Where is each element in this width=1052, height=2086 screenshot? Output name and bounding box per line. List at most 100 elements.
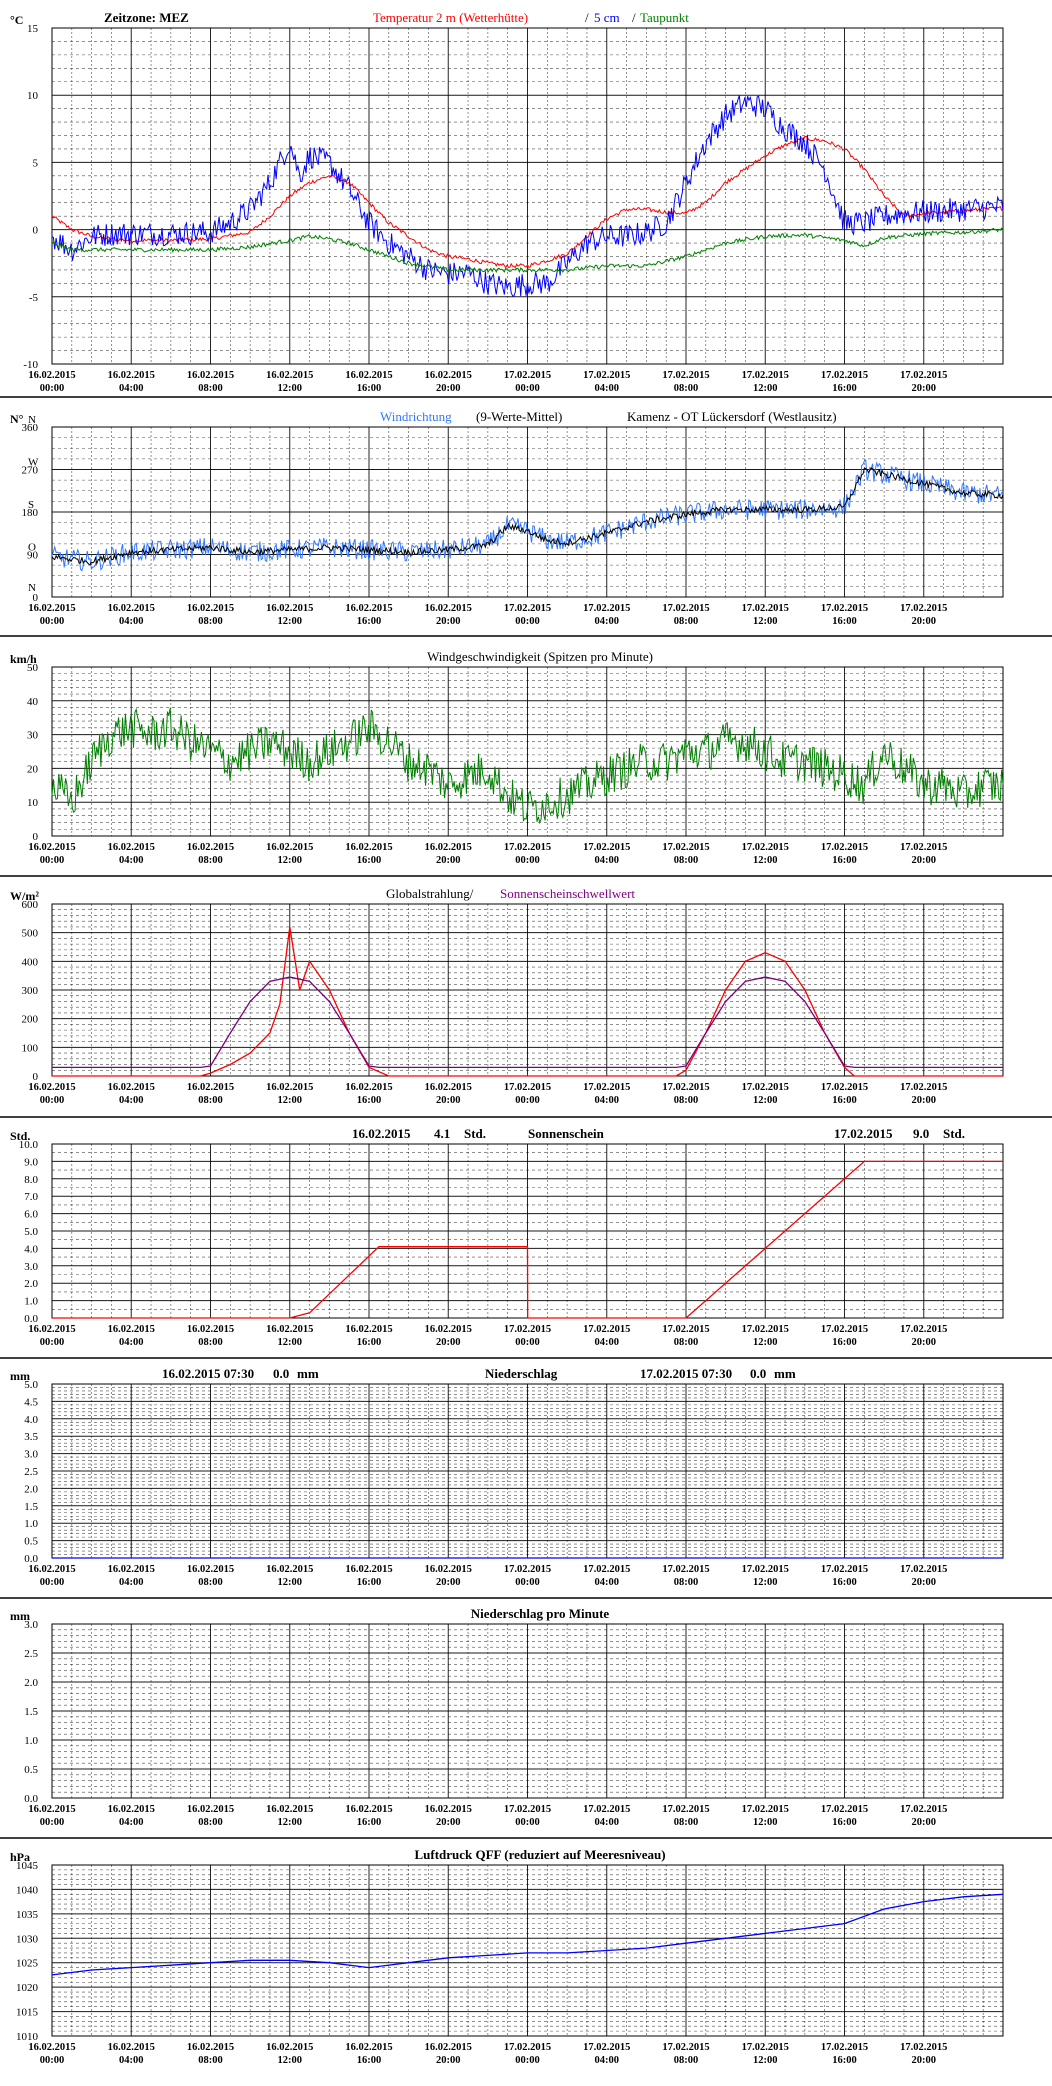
x-tick-time: 12:00 <box>278 1337 303 1348</box>
x-tick-time: 00:00 <box>40 1095 65 1106</box>
x-tick-time: 20:00 <box>436 1095 461 1106</box>
x-tick-date: 17.02.2015 <box>900 603 947 614</box>
x-tick-time: 04:00 <box>595 1577 620 1588</box>
panel-title: Windgeschwindigkeit (Spitzen pro Minute) <box>427 649 653 664</box>
x-tick-date: 17.02.2015 <box>504 370 551 381</box>
x-tick-time: 04:00 <box>595 2055 620 2066</box>
series-line-wind_direction-1 <box>51 467 1004 566</box>
series-line-temperature-0 <box>51 135 1004 269</box>
panel-title: Sonnenscheinschwellwert <box>500 886 635 901</box>
x-tick-time: 12:00 <box>278 855 303 866</box>
y-tick-label: 10 <box>27 797 39 809</box>
series-line-radiation-0 <box>52 926 1003 1077</box>
x-tick-date: 16.02.2015 <box>108 370 155 381</box>
panel-title: 5 cm <box>594 10 620 25</box>
y-tick-label: 1.5 <box>24 1501 38 1513</box>
x-tick-time: 08:00 <box>198 855 223 866</box>
x-tick-date: 17.02.2015 <box>583 1082 630 1093</box>
x-tick-date: 17.02.2015 <box>504 1564 551 1575</box>
panel-title: 16.02.2015 07:30 <box>162 1366 254 1381</box>
x-tick-date: 17.02.2015 <box>504 2042 551 2053</box>
y-tick-label: 3.5 <box>24 1431 38 1443</box>
unit-label: hPa <box>10 1850 30 1864</box>
x-tick-time: 08:00 <box>198 616 223 627</box>
panel-title: Globalstrahlung/ <box>386 886 474 901</box>
x-tick-date: 16.02.2015 <box>266 1324 313 1335</box>
y-tick-label: 4.0 <box>24 1414 38 1426</box>
x-tick-date: 16.02.2015 <box>187 1804 234 1815</box>
y-tick-label: 4.0 <box>24 1243 38 1255</box>
compass-label: S <box>28 499 34 511</box>
y-tick-label: 360 <box>22 422 39 434</box>
x-tick-date: 17.02.2015 <box>583 1804 630 1815</box>
x-tick-date: 16.02.2015 <box>345 2042 392 2053</box>
x-tick-date: 17.02.2015 <box>662 842 709 853</box>
y-tick-label: 0 <box>33 592 39 604</box>
x-tick-time: 08:00 <box>674 1577 699 1588</box>
x-tick-time: 16:00 <box>832 2055 857 2066</box>
x-tick-date: 16.02.2015 <box>187 1082 234 1093</box>
x-tick-date: 16.02.2015 <box>187 603 234 614</box>
unit-label: km/h <box>10 652 37 666</box>
x-tick-date: 16.02.2015 <box>28 842 75 853</box>
x-tick-time: 16:00 <box>832 616 857 627</box>
x-tick-date: 16.02.2015 <box>425 1082 472 1093</box>
y-tick-label: 2.5 <box>24 1648 38 1660</box>
unit-label: °C <box>10 13 23 27</box>
series-line-temperature-2 <box>51 227 1004 274</box>
x-tick-time: 04:00 <box>119 1095 144 1106</box>
x-tick-date: 16.02.2015 <box>28 1082 75 1093</box>
unit-label: W/m² <box>10 889 39 903</box>
y-tick-label: 10 <box>27 90 39 102</box>
x-tick-time: 12:00 <box>753 383 778 394</box>
x-tick-time: 00:00 <box>40 855 65 866</box>
x-tick-date: 17.02.2015 <box>742 1804 789 1815</box>
x-tick-time: 12:00 <box>753 1095 778 1106</box>
x-tick-time: 20:00 <box>912 1337 937 1348</box>
y-tick-label: 1035 <box>16 1909 39 1921</box>
x-tick-date: 16.02.2015 <box>425 603 472 614</box>
x-tick-time: 20:00 <box>912 1817 937 1828</box>
panel-title: Std. <box>943 1126 965 1141</box>
x-tick-date: 16.02.2015 <box>345 1564 392 1575</box>
x-tick-date: 16.02.2015 <box>266 1564 313 1575</box>
panel-title: Luftdruck QFF (reduziert auf Meeresnivea… <box>414 1847 665 1862</box>
x-tick-date: 17.02.2015 <box>900 842 947 853</box>
x-tick-time: 00:00 <box>515 2055 540 2066</box>
x-tick-time: 04:00 <box>119 616 144 627</box>
unit-label: N° <box>10 412 24 426</box>
x-tick-date: 16.02.2015 <box>108 842 155 853</box>
x-tick-time: 12:00 <box>753 855 778 866</box>
x-tick-date: 16.02.2015 <box>187 370 234 381</box>
x-tick-time: 00:00 <box>515 1337 540 1348</box>
panel-title: 0.0 <box>273 1366 289 1381</box>
y-tick-label: 300 <box>22 985 39 997</box>
y-tick-label: 15 <box>27 23 39 35</box>
panel-title: (9-Werte-Mittel) <box>476 409 562 424</box>
panel-title: Niederschlag pro Minute <box>471 1606 610 1621</box>
x-tick-time: 04:00 <box>119 1337 144 1348</box>
x-tick-date: 17.02.2015 <box>662 1324 709 1335</box>
y-tick-label: 270 <box>22 465 39 477</box>
y-tick-label: 1015 <box>16 2007 39 2019</box>
x-tick-date: 17.02.2015 <box>742 603 789 614</box>
y-tick-label: 5 <box>33 157 39 169</box>
panel-precipitation: 5.0 4.5 4.0 3.5 3.0 2.5 2.0 1.5 1.0 0.5 0.0 mm 16.02… <box>0 1357 1052 1588</box>
y-tick-label: 5.0 <box>24 1226 38 1238</box>
x-tick-time: 12:00 <box>753 1337 778 1348</box>
x-tick-time: 08:00 <box>674 1817 699 1828</box>
x-tick-time: 04:00 <box>119 2055 144 2066</box>
x-tick-date: 17.02.2015 <box>583 1324 630 1335</box>
x-tick-time: 08:00 <box>674 2055 699 2066</box>
series-line-sunshine-0 <box>52 1160 1003 1319</box>
x-tick-date: 17.02.2015 <box>662 370 709 381</box>
x-tick-time: 00:00 <box>40 616 65 627</box>
x-tick-time: 16:00 <box>832 1337 857 1348</box>
x-tick-time: 16:00 <box>832 1577 857 1588</box>
x-tick-time: 08:00 <box>198 1817 223 1828</box>
y-tick-label: 1020 <box>16 1982 39 1994</box>
x-tick-date: 16.02.2015 <box>425 1564 472 1575</box>
x-tick-date: 16.02.2015 <box>345 370 392 381</box>
y-tick-label: 2.5 <box>24 1466 38 1478</box>
